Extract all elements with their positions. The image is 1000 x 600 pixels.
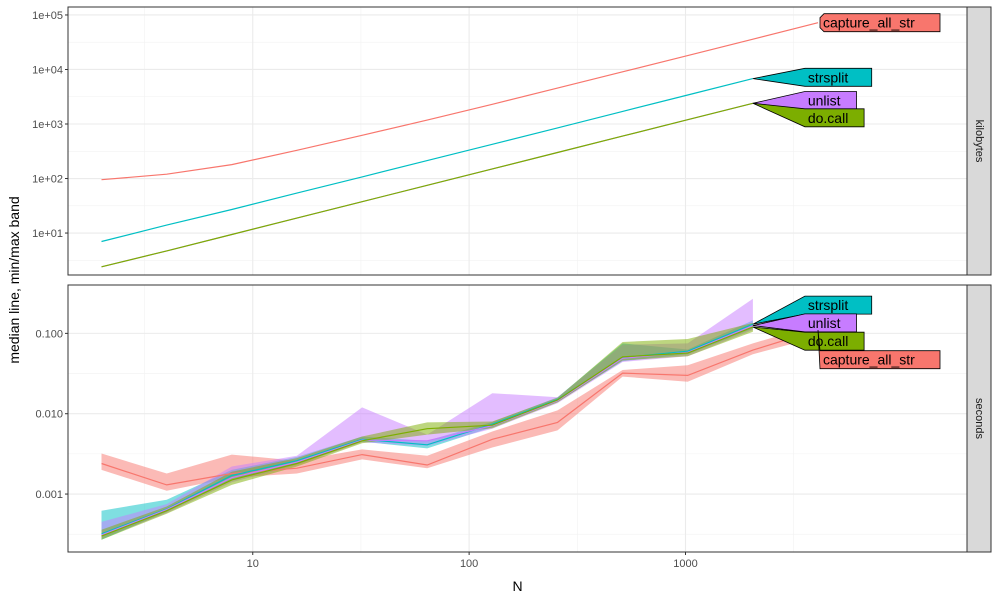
median-line-capture_all_str xyxy=(101,329,819,486)
y-tick-label: 1e+01 xyxy=(32,228,63,240)
band-capture_all_str xyxy=(101,324,818,491)
label-box-do-call xyxy=(752,102,865,128)
x-tick-label: 100 xyxy=(460,558,478,570)
y-axis-title: median line, min/max band xyxy=(6,196,22,363)
label-box-capture_all_str xyxy=(817,329,941,370)
x-axis-title: N xyxy=(512,578,522,594)
y-tick-label: 1e+04 xyxy=(32,64,63,76)
label-box-strsplit xyxy=(752,67,873,87)
label-text-unlist: unlist xyxy=(808,92,841,108)
label-box-capture_all_str xyxy=(819,13,941,33)
label-box-do-call xyxy=(752,326,865,351)
label-text-do-call: do.call xyxy=(808,333,848,349)
label-text-capture_all_str: capture_all_str xyxy=(823,352,915,368)
median-line-do-call xyxy=(101,102,754,268)
label-box-unlist xyxy=(752,313,857,333)
panel-background xyxy=(68,7,967,275)
facet-strip-label: kilobytes xyxy=(973,120,985,163)
facet-strip xyxy=(966,6,992,276)
y-tick-label: 0.010 xyxy=(35,409,63,421)
facet-strip-label: seconds xyxy=(973,398,985,439)
label-text-unlist: unlist xyxy=(808,315,841,331)
x-tick-label: 1000 xyxy=(673,558,697,570)
y-tick-label: 0.001 xyxy=(35,489,63,501)
median-line-unlist xyxy=(101,325,754,536)
median-line-capture_all_str xyxy=(101,22,819,181)
facet-strip xyxy=(966,284,992,553)
y-tick-label: 0.100 xyxy=(35,328,63,340)
y-tick-label: 1e+03 xyxy=(32,119,63,131)
label-text-capture_all_str: capture_all_str xyxy=(823,15,915,31)
median-line-do-call xyxy=(101,326,754,537)
label-text-strsplit: strsplit xyxy=(808,297,849,313)
y-tick-label: 1e+02 xyxy=(32,174,63,186)
label-text-strsplit: strsplit xyxy=(808,69,849,85)
band-do-call xyxy=(101,322,753,540)
x-tick-label: 10 xyxy=(247,558,259,570)
y-tick-label: 1e+05 xyxy=(32,10,63,22)
median-line-strsplit xyxy=(101,78,754,243)
label-text-do-call: do.call xyxy=(808,110,848,126)
